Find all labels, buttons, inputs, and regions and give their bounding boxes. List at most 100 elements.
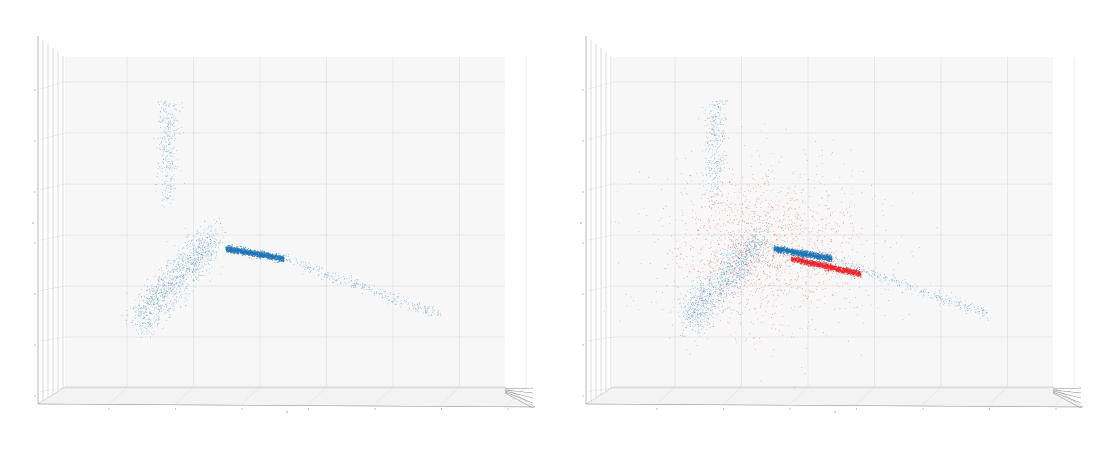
- scatter-point: [206, 246, 208, 247]
- scatter-point: [802, 219, 804, 221]
- scatter-point: [231, 248, 233, 250]
- scatter-point: [160, 116, 162, 118]
- scatter-point: [400, 303, 402, 304]
- scatter-point: [139, 312, 141, 314]
- scatter-point: [149, 290, 151, 292]
- scatter-point: [138, 333, 140, 335]
- scatter-point: [773, 256, 775, 258]
- scatter-point: [801, 261, 803, 263]
- scatter-point: [388, 295, 390, 297]
- scatter-point: [316, 266, 318, 268]
- scatter-point: [162, 272, 164, 274]
- scatter-point: [743, 285, 745, 287]
- scatter-point: [243, 250, 245, 252]
- scatter-point: [170, 135, 172, 137]
- scatter-point: [188, 269, 190, 271]
- scatter-point: [172, 104, 174, 106]
- side-grid-line: [39, 336, 66, 342]
- scatter-point: [821, 239, 823, 241]
- scatter-point: [765, 278, 767, 280]
- scatter-point: [379, 288, 381, 290]
- scatter-point: [169, 303, 170, 305]
- scatter-point: [236, 246, 238, 248]
- scatter-point: [745, 262, 747, 264]
- scatter-point: [416, 303, 418, 305]
- scatter-point: [136, 329, 137, 331]
- scatter-point: [717, 186, 718, 188]
- scatter-point: [187, 259, 189, 260]
- scatter-point: [835, 276, 837, 278]
- scatter-point: [161, 149, 163, 151]
- scatter-point: [168, 130, 170, 132]
- scatter-point: [202, 251, 204, 253]
- scatter-point: [824, 302, 826, 304]
- scatter-point: [385, 295, 387, 297]
- scatter-point: [710, 241, 712, 243]
- scatter-point: [194, 263, 196, 265]
- scatter-point: [289, 259, 291, 260]
- scatter-point: [144, 284, 146, 286]
- scatter-point: [856, 272, 858, 274]
- scatter-point: [319, 265, 321, 267]
- z-tick-mark: [582, 191, 584, 193]
- scatter-point: [163, 115, 165, 117]
- scatter-point: [734, 192, 736, 193]
- scatter-point: [343, 275, 344, 277]
- scatter-point: [192, 250, 194, 252]
- scatter-point: [173, 146, 175, 148]
- scatter-point: [325, 274, 327, 276]
- scatter-point: [381, 296, 383, 298]
- scatter-point: [834, 266, 836, 268]
- scatter-point: [852, 170, 854, 171]
- scatter-point: [415, 311, 417, 313]
- scatter-point: [189, 274, 191, 275]
- scatter-point: [826, 267, 828, 269]
- scatter-point: [704, 194, 706, 195]
- scatter-point: [386, 293, 388, 295]
- scatter-point: [178, 253, 180, 254]
- scatter-point: [183, 289, 185, 291]
- scatter-point: [174, 187, 176, 189]
- scatter-point: [824, 205, 826, 207]
- scatter-point: [279, 259, 281, 261]
- scatter-point: [819, 249, 821, 251]
- scatter-point: [185, 270, 187, 272]
- scatter-point: [135, 323, 137, 325]
- scatter-point: [144, 296, 146, 298]
- scatter-point: [144, 301, 146, 303]
- scatter-point: [198, 263, 200, 265]
- scatter-point: [796, 211, 798, 213]
- scatter-point: [159, 165, 161, 167]
- scatter-point: [190, 263, 192, 265]
- scatter-point: [853, 272, 855, 274]
- scatter-point: [160, 121, 162, 123]
- scatter-point: [167, 294, 168, 296]
- scatter-point: [201, 237, 203, 239]
- scatter-point: [388, 300, 390, 302]
- scatter-point: [168, 120, 170, 122]
- scatter-point: [772, 266, 774, 268]
- scatter-point: [169, 280, 171, 282]
- floor-grid-line: [175, 386, 194, 405]
- scatter-point: [375, 291, 377, 293]
- scatter-point: [127, 314, 129, 316]
- scatter-point: [136, 315, 138, 316]
- scatter-point: [163, 295, 165, 297]
- scatter-point: [791, 333, 793, 335]
- scatter-point: [809, 258, 811, 260]
- scatter-point: [180, 285, 182, 287]
- scatter-point: [154, 290, 156, 292]
- scatter-point: [169, 191, 171, 193]
- scatter-point: [827, 266, 829, 268]
- scatter-point: [180, 170, 182, 172]
- scatter-point: [816, 260, 818, 262]
- scatter-point: [151, 295, 153, 297]
- scatter-point: [737, 291, 739, 293]
- scatter-point: [147, 319, 149, 321]
- scatter-point: [750, 191, 751, 192]
- scatter-point: [203, 266, 204, 268]
- scatter-point: [174, 291, 176, 293]
- scatter-point: [163, 129, 165, 131]
- scatter-point: [849, 216, 851, 218]
- scatter-point: [781, 272, 783, 274]
